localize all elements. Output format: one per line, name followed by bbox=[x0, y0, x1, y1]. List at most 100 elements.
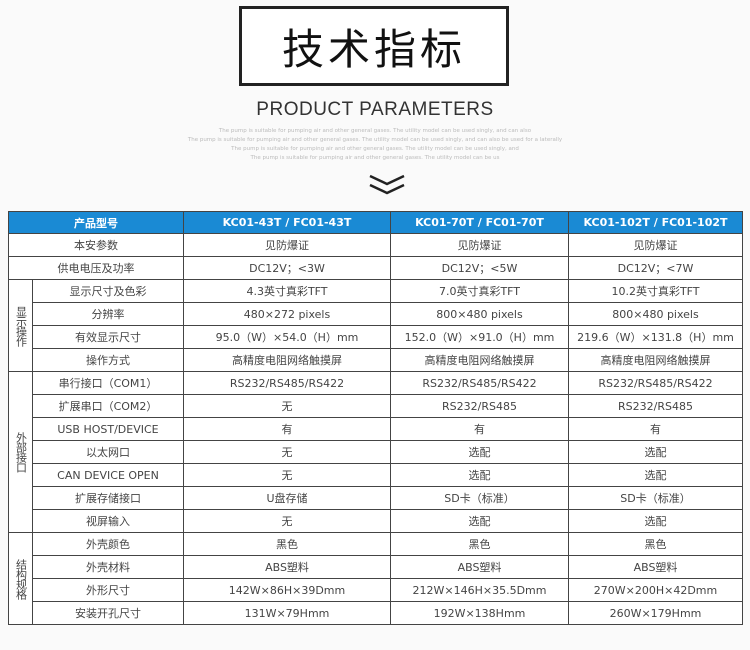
cell-value: 800×480 pixels bbox=[390, 302, 569, 326]
cell-value: RS232/RS485 bbox=[568, 394, 743, 418]
cell-value: 142W×86H×39Dmm bbox=[183, 578, 391, 602]
table-row: 结构规格 外壳颜色 黑色 黑色 黑色 bbox=[8, 532, 743, 625]
cell-value: 选配 bbox=[568, 440, 743, 464]
page-title: 技术指标 bbox=[239, 6, 509, 86]
model-header: KC01-43T / FC01-43T bbox=[183, 211, 391, 234]
cell-value: 选配 bbox=[390, 463, 569, 487]
row-label: 串行接口（COM1） bbox=[32, 371, 184, 395]
cell-value: 800×480 pixels bbox=[568, 302, 743, 326]
cell-value: 212W×146H×35.5Dmm bbox=[390, 578, 569, 602]
cell-value: 高精度电阻网络触摸屏 bbox=[568, 348, 743, 372]
cell-value: 192W×138Hmm bbox=[390, 601, 569, 625]
table-row: 扩展串口（COM2）无 RS232/RS485 RS232/RS485 bbox=[9, 394, 743, 418]
row-label: 分辨率 bbox=[32, 302, 184, 326]
row-label: 视屏输入 bbox=[32, 509, 184, 533]
cell-value: ABS塑料 bbox=[183, 555, 391, 579]
spec-table: 产品型号 KC01-43T / FC01-43T KC01-70T / FC01-7… bbox=[8, 211, 743, 625]
cell-value: DC12V；<7W bbox=[568, 256, 743, 280]
product-model-header: 产品型号 bbox=[8, 211, 184, 234]
row-label: 显示尺寸及色彩 bbox=[32, 279, 184, 303]
row-label: CAN DEVICE OPEN bbox=[32, 463, 184, 487]
cell-value: RS232/RS485 bbox=[390, 394, 569, 418]
cell-value: 有 bbox=[568, 417, 743, 441]
row-label: 供电电压及功率 bbox=[8, 256, 184, 280]
table-row: 外形尺寸 142W×86H×39Dmm 212W×146H×35.5Dmm 270W×… bbox=[9, 578, 743, 602]
row-label: 外壳颜色 bbox=[32, 532, 184, 556]
cell-value: 选配 bbox=[568, 463, 743, 487]
table-row: 本安参数 见防爆证 见防爆证 见防爆证 bbox=[8, 233, 743, 257]
cell-value: ABS塑料 bbox=[568, 555, 743, 579]
table-row: 视屏输入无选配 选配 bbox=[9, 509, 743, 533]
cell-value: 无 bbox=[183, 394, 391, 418]
cell-value: 见防爆证 bbox=[390, 233, 569, 257]
cell-value: 有 bbox=[390, 417, 569, 441]
section-label: 显示操作 bbox=[8, 279, 33, 372]
cell-value: 4.3英寸真彩TFT bbox=[183, 279, 391, 303]
table-row: 外壳材料 ABS塑料 ABS塑料 ABS塑料 bbox=[9, 555, 743, 579]
table-row: 有效显示尺寸 95.0（W）×54.0（H）mm 152.0（W）×91.0（H）m… bbox=[9, 325, 743, 349]
cell-value: 见防爆证 bbox=[183, 233, 391, 257]
row-label: 扩展串口（COM2） bbox=[32, 394, 184, 418]
section-label: 结构规格 bbox=[8, 532, 33, 625]
cell-value: 黑色 bbox=[568, 532, 743, 556]
cell-value: 选配 bbox=[390, 440, 569, 464]
cell-value: RS232/RS485/RS422 bbox=[390, 371, 569, 395]
row-label: 扩展存储接口 bbox=[32, 486, 184, 510]
filler-text: The pump is suitable for pumping air and… bbox=[218, 128, 532, 134]
cell-value: 95.0（W）×54.0（H）mm bbox=[183, 325, 391, 349]
cell-value: 高精度电阻网络触摸屏 bbox=[390, 348, 569, 372]
row-label: 有效显示尺寸 bbox=[32, 325, 184, 349]
cell-value: 480×272 pixels bbox=[183, 302, 391, 326]
cell-value: 270W×200H×42Dmm bbox=[568, 578, 743, 602]
table-row: USB HOST/DEVICE 有有有 bbox=[9, 417, 743, 441]
cell-value: 高精度电阻网络触摸屏 bbox=[183, 348, 391, 372]
table-row: 安装开孔尺寸 131W×79Hmm 192W×138Hmm 260W×179Hmm bbox=[9, 601, 743, 625]
cell-value: RS232/RS485/RS422 bbox=[568, 371, 743, 395]
table-header-row: 产品型号 KC01-43T / FC01-43T KC01-70T / FC01-7… bbox=[8, 211, 743, 234]
cell-value: 见防爆证 bbox=[568, 233, 743, 257]
cell-value: U盘存储 bbox=[183, 486, 391, 510]
filler-text: The pump is suitable for pumping air and… bbox=[250, 155, 500, 161]
cell-value: DC12V；<5W bbox=[390, 256, 569, 280]
cell-value: 无 bbox=[183, 509, 391, 533]
cell-value: 黑色 bbox=[390, 532, 569, 556]
table-row: 分辨率 480×272 pixels 800×480 pixels 800×480 p… bbox=[9, 302, 743, 326]
page-subtitle: PRODUCT PARAMETERS bbox=[256, 99, 494, 120]
table-row: 以太网口无选配 选配 bbox=[9, 440, 743, 464]
cell-value: 131W×79Hmm bbox=[183, 601, 391, 625]
cell-value: 7.0英寸真彩TFT bbox=[390, 279, 569, 303]
model-header: KC01-70T / FC01-70T bbox=[390, 211, 569, 234]
model-header: KC01-102T / FC01-102T bbox=[568, 211, 743, 234]
table-row: 显示操作 显示尺寸及色彩 4.3英寸真彩TFT 7.0英寸真彩TFT 10.2英寸真彩T… bbox=[8, 279, 743, 372]
cell-value: 选配 bbox=[390, 509, 569, 533]
row-label: 本安参数 bbox=[8, 233, 184, 257]
cell-value: RS232/RS485/RS422 bbox=[183, 371, 391, 395]
section-label: 外部接口 bbox=[8, 371, 33, 533]
table-row: 外部接口 串行接口（COM1） RS232/RS485/RS422 RS232/RS4… bbox=[8, 371, 743, 533]
cell-value: ABS塑料 bbox=[390, 555, 569, 579]
cell-value: 选配 bbox=[568, 509, 743, 533]
filler-text: The pump is suitable for pumping air and… bbox=[231, 146, 519, 152]
table-row: 扩展存储接口 U盘存储 SD卡（标准） SD卡（标准） bbox=[9, 486, 743, 510]
row-label: 外壳材料 bbox=[32, 555, 184, 579]
cell-value: 260W×179Hmm bbox=[568, 601, 743, 625]
row-label: 以太网口 bbox=[32, 440, 184, 464]
row-label: 操作方式 bbox=[32, 348, 184, 372]
cell-value: 152.0（W）×91.0（H）mm bbox=[390, 325, 569, 349]
cell-value: DC12V；<3W bbox=[183, 256, 391, 280]
row-label: 外形尺寸 bbox=[32, 578, 184, 602]
table-row: CAN DEVICE OPEN 无选配 选配 bbox=[9, 463, 743, 487]
row-label: USB HOST/DEVICE bbox=[32, 417, 184, 441]
cell-value: 有 bbox=[183, 417, 391, 441]
table-row: 供电电压及功率 DC12V；<3W DC12V；<5W DC12V；<7W bbox=[8, 256, 743, 280]
table-row: 操作方式 高精度电阻网络触摸屏 高精度电阻网络触摸屏 高精度电阻网络触摸屏 bbox=[9, 348, 743, 372]
cell-value: 无 bbox=[183, 463, 391, 487]
cell-value: 黑色 bbox=[183, 532, 391, 556]
cell-value: 10.2英寸真彩TFT bbox=[568, 279, 743, 303]
filler-text: The pump is suitable for pumping air and… bbox=[187, 137, 563, 143]
cell-value: SD卡（标准） bbox=[568, 486, 743, 510]
cell-value: 219.6（W）×131.8（H）mm bbox=[568, 325, 743, 349]
cell-value: SD卡（标准） bbox=[390, 486, 569, 510]
cell-value: 无 bbox=[183, 440, 391, 464]
row-label: 安装开孔尺寸 bbox=[32, 601, 184, 625]
